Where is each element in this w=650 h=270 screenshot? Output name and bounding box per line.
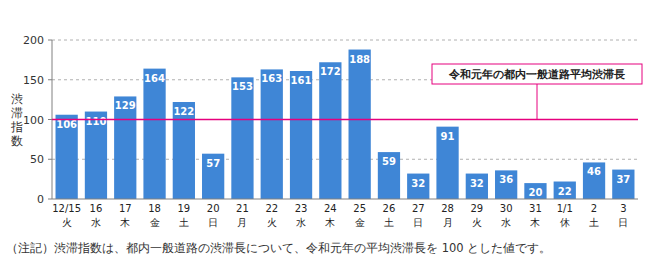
bar bbox=[583, 162, 605, 199]
tick-mark bbox=[48, 79, 52, 80]
note: （注記）渋滞指数は、都内一般道路の渋滞長について、令和元年の平均渋滞長を 100… bbox=[6, 241, 551, 255]
data-label: 22 bbox=[558, 186, 572, 197]
category-label: 28月 bbox=[441, 203, 454, 228]
tick-label: 100 bbox=[23, 114, 44, 127]
category-label: 17木 bbox=[119, 203, 132, 228]
bar bbox=[173, 102, 195, 199]
category-label: 27日 bbox=[412, 203, 425, 228]
data-label: 20 bbox=[528, 187, 542, 198]
bar bbox=[466, 174, 488, 199]
grid-line bbox=[52, 40, 638, 41]
data-label: 106 bbox=[56, 119, 77, 130]
tick-mark bbox=[48, 119, 52, 120]
category-label: 24木 bbox=[324, 203, 337, 228]
data-label: 110 bbox=[86, 116, 107, 127]
data-label: 32 bbox=[470, 178, 484, 189]
bar bbox=[554, 182, 576, 199]
bar bbox=[290, 71, 312, 199]
data-label: 188 bbox=[349, 54, 370, 65]
bar bbox=[143, 69, 165, 199]
category-label: 26土 bbox=[383, 203, 396, 228]
tick-mark bbox=[48, 199, 52, 200]
annotation-box bbox=[432, 64, 642, 84]
data-label: 164 bbox=[144, 73, 165, 84]
bar bbox=[202, 154, 224, 199]
category-label: 23水 bbox=[295, 203, 308, 228]
data-label: 161 bbox=[291, 75, 312, 86]
bar bbox=[495, 170, 517, 199]
tick-mark bbox=[48, 40, 52, 41]
category-label: 25金 bbox=[353, 203, 366, 228]
data-label: 57 bbox=[206, 158, 220, 169]
data-label: 122 bbox=[173, 106, 194, 117]
bar bbox=[436, 127, 458, 199]
bar bbox=[85, 112, 107, 199]
category-label: 2土 bbox=[589, 203, 599, 228]
category-label: 1/1休 bbox=[557, 203, 573, 228]
category-label: 21月 bbox=[236, 203, 249, 228]
annotation-text: 令和元年の都内一般道路平均渋滞長 bbox=[448, 68, 625, 81]
data-label: 172 bbox=[320, 66, 341, 77]
x-axis bbox=[52, 199, 638, 200]
bar bbox=[349, 50, 371, 199]
bar bbox=[261, 69, 283, 199]
data-label: 163 bbox=[261, 73, 282, 84]
data-label: 59 bbox=[382, 156, 396, 167]
annotation-leader bbox=[537, 84, 538, 120]
data-label: 153 bbox=[232, 81, 253, 92]
grid-line bbox=[52, 119, 638, 120]
tick-label: 50 bbox=[30, 153, 44, 166]
bar bbox=[524, 183, 546, 199]
tick-label: 200 bbox=[23, 34, 44, 47]
bar bbox=[612, 170, 634, 199]
bar bbox=[114, 96, 136, 199]
chart: 0 50 100 150 200 渋滞指数 106 110 129 164 122 57 153 163 1… bbox=[0, 0, 650, 270]
category-label: 30水 bbox=[500, 203, 513, 228]
data-label: 32 bbox=[411, 178, 425, 189]
category-label: 3日 bbox=[618, 203, 628, 228]
category-label: 20日 bbox=[207, 203, 220, 228]
category-label: 18金 bbox=[148, 203, 161, 228]
grid-line bbox=[52, 159, 638, 160]
category-label: 19土 bbox=[177, 203, 190, 228]
reference-line bbox=[52, 119, 638, 121]
bar bbox=[231, 77, 253, 199]
data-label: 91 bbox=[441, 131, 455, 142]
bar bbox=[407, 174, 429, 199]
data-label: 46 bbox=[587, 166, 601, 177]
category-label: 12/15火 bbox=[52, 203, 81, 228]
category-label: 31木 bbox=[529, 203, 542, 228]
bars bbox=[56, 50, 635, 199]
bar bbox=[378, 152, 400, 199]
data-label: 36 bbox=[499, 174, 513, 185]
tick-mark bbox=[48, 159, 52, 160]
data-label: 129 bbox=[115, 100, 136, 111]
tick-label: 0 bbox=[37, 193, 44, 206]
bar bbox=[319, 62, 341, 199]
tick-label: 150 bbox=[23, 74, 44, 87]
axis-title: 渋滞指数 bbox=[10, 92, 23, 148]
category-label: 22火 bbox=[265, 203, 278, 228]
bar bbox=[56, 115, 78, 199]
category-label: 29火 bbox=[470, 203, 483, 228]
category-label: 16水 bbox=[90, 203, 103, 228]
data-label: 37 bbox=[616, 174, 630, 185]
